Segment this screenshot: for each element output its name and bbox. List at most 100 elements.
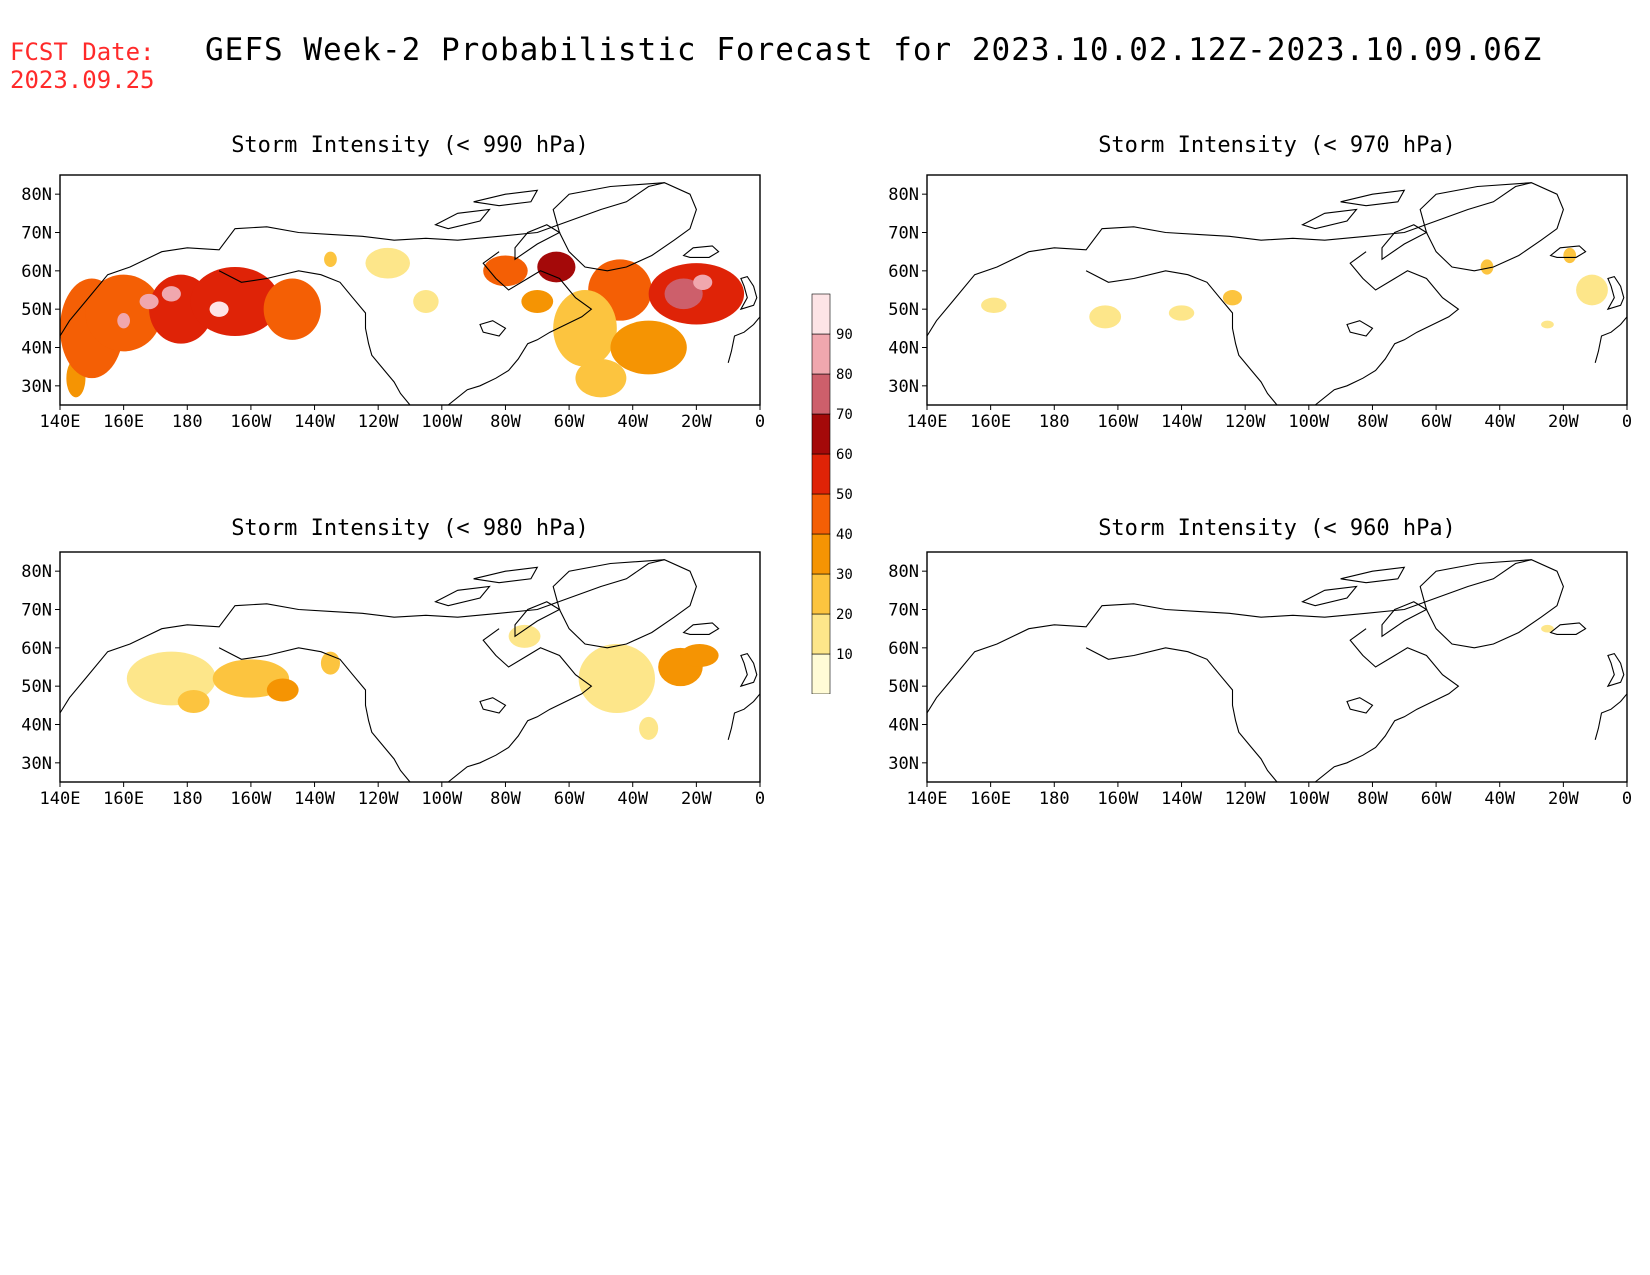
landmass-outline — [514, 224, 561, 261]
landmass-outline — [1549, 245, 1587, 258]
colorbar-label: 60 — [836, 447, 853, 463]
x-tick-label: 20W — [681, 412, 712, 432]
x-tick-label: 160W — [1097, 789, 1139, 809]
y-tick-label: 40N — [888, 339, 919, 359]
colorbar-label: 10 — [836, 647, 853, 663]
probability-area — [553, 290, 617, 367]
landmass-outline — [434, 585, 491, 607]
x-tick-label: 180 — [1039, 412, 1070, 432]
probability-area — [981, 297, 1007, 313]
y-tick-label: 70N — [888, 601, 919, 621]
y-tick-label: 60N — [888, 639, 919, 659]
coastline — [1594, 678, 1627, 740]
probability-area — [1541, 624, 1554, 633]
landmass-outline — [1340, 189, 1406, 207]
landmass-outline — [1346, 320, 1374, 337]
coastline — [447, 251, 593, 405]
landmass-outline — [552, 182, 697, 272]
x-tick-label: 100W — [421, 412, 463, 432]
landmass-outline — [434, 208, 491, 230]
x-tick-label: 80W — [1357, 789, 1388, 809]
map-panel-970: 140E 160E 180 160W 140W 120W 100W 80W 60W 40W 20W 0… — [888, 174, 1632, 432]
colorbar-segment — [811, 653, 831, 694]
colorbar-segment — [811, 453, 831, 495]
x-tick-label: 180 — [172, 412, 203, 432]
x-tick-label: 140W — [1161, 412, 1203, 432]
probability-area — [190, 267, 280, 336]
x-tick-label: 60W — [1421, 412, 1452, 432]
x-tick-label: 160W — [230, 789, 272, 809]
forecast-date-value: 2023.09.25 — [10, 66, 155, 94]
x-tick-label: 20W — [681, 789, 712, 809]
panel-title-960: Storm Intensity (< 960 hPa) — [1098, 516, 1456, 541]
colorbar-label: 50 — [836, 487, 853, 503]
panel-title-970: Storm Intensity (< 970 hPa) — [1098, 133, 1456, 158]
probability-area — [177, 690, 210, 713]
x-tick-label: 180 — [1039, 789, 1070, 809]
map-frame — [59, 174, 761, 406]
colorbar-segment — [811, 293, 831, 335]
y-tick-label: 40N — [888, 716, 919, 736]
x-tick-label: 160W — [230, 412, 272, 432]
colorbar-segment — [811, 373, 831, 415]
x-tick-label: 80W — [490, 412, 521, 432]
probability-area — [537, 251, 576, 283]
forecast-date-label: FCST Date: — [10, 38, 155, 66]
probability-area — [680, 644, 719, 667]
y-tick-label: 30N — [888, 377, 919, 397]
y-tick-label: 40N — [21, 716, 52, 736]
probability-area — [161, 286, 181, 302]
landmass-outline — [473, 189, 539, 207]
landmass-outline — [1419, 182, 1564, 272]
y-tick-label: 40N — [21, 339, 52, 359]
x-tick-label: 60W — [1421, 789, 1452, 809]
landmass-outline — [1340, 566, 1406, 584]
y-tick-label: 30N — [888, 754, 919, 774]
probability-area — [1541, 320, 1554, 329]
landmass-outline — [1606, 652, 1625, 688]
y-tick-label: 50N — [888, 677, 919, 697]
coastline — [1085, 647, 1278, 782]
coastline — [727, 678, 760, 740]
map-panel-990: 140E 160E 180 160W 140W 120W 100W 80W 60W 40W 20W 0… — [21, 174, 765, 432]
colorbar-label: 30 — [836, 567, 853, 583]
map-frame — [59, 551, 761, 783]
landmass-outline — [1301, 585, 1358, 607]
colorbar-segment — [811, 533, 831, 575]
probability-area — [139, 293, 159, 310]
colorbar-label: 20 — [836, 607, 853, 623]
y-tick-label: 30N — [21, 377, 52, 397]
landmass-outline — [1381, 224, 1428, 261]
x-tick-label: 40W — [617, 412, 648, 432]
probability-area — [1168, 305, 1195, 321]
landmass-outline — [682, 245, 720, 258]
x-tick-label: 60W — [554, 412, 585, 432]
probability-area — [664, 278, 703, 310]
y-tick-label: 80N — [888, 185, 919, 205]
x-tick-label: 140E — [907, 412, 948, 432]
y-tick-label: 30N — [21, 754, 52, 774]
probability-area — [639, 716, 659, 740]
probability-area — [578, 644, 655, 713]
y-tick-label: 50N — [21, 300, 52, 320]
probability-area — [610, 320, 687, 375]
coastline — [927, 559, 1532, 714]
landmass-outline — [514, 601, 561, 638]
landmass-outline — [1346, 697, 1374, 714]
x-tick-label: 0 — [1622, 412, 1632, 432]
colorbar-label: 70 — [836, 407, 853, 423]
landmass-outline — [1606, 275, 1625, 311]
coastline — [1594, 301, 1627, 363]
coastline — [1314, 628, 1460, 782]
probability-area — [413, 290, 439, 313]
colorbar-segment — [811, 613, 831, 655]
x-tick-label: 0 — [755, 789, 765, 809]
landmass-outline — [473, 566, 539, 584]
landmass-outline — [1301, 208, 1358, 230]
landmass-outline — [552, 559, 697, 649]
x-tick-label: 40W — [1484, 789, 1515, 809]
coastline — [447, 628, 593, 782]
x-tick-label: 120W — [358, 789, 400, 809]
y-tick-label: 60N — [21, 262, 52, 282]
probability-area — [693, 274, 713, 290]
